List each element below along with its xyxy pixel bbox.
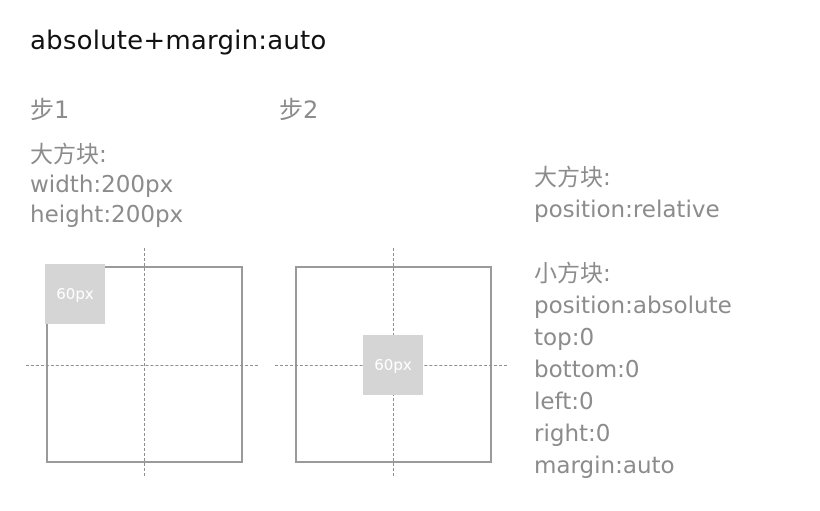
big-block-position-spec: 大方块: position:relative (534, 162, 720, 226)
step-2-diagram: 60px (275, 248, 507, 476)
small-block-margin: margin:auto (534, 453, 675, 479)
big-block-position: position:relative (534, 197, 720, 223)
small-block-position-spec: 小方块: position:absolute top:0 bottom:0 le… (534, 258, 732, 482)
small-block: 60px (45, 264, 105, 324)
small-block-heading: 小方块: (534, 261, 611, 287)
big-block-width: width:200px (30, 172, 174, 198)
page-title: absolute+margin:auto (30, 26, 327, 56)
big-block-size-spec: 大方块: width:200px height:200px (30, 140, 183, 230)
big-block-height: height:200px (30, 202, 184, 228)
small-block-right: right:0 (534, 421, 611, 447)
small-block-position: position:absolute (534, 293, 732, 319)
step-2-label: 步2 (279, 96, 319, 124)
small-block-top: top:0 (534, 325, 595, 351)
step-1-label: 步1 (30, 96, 70, 124)
step-1-diagram: 60px (26, 248, 258, 476)
big-block-heading: 大方块: (534, 165, 611, 191)
small-block-bottom: bottom:0 (534, 357, 640, 383)
horizontal-center-guide (26, 365, 258, 366)
small-block-left: left:0 (534, 389, 594, 415)
small-block: 60px (363, 335, 423, 395)
vertical-center-guide (144, 248, 145, 476)
big-block-heading: 大方块: (30, 142, 107, 168)
